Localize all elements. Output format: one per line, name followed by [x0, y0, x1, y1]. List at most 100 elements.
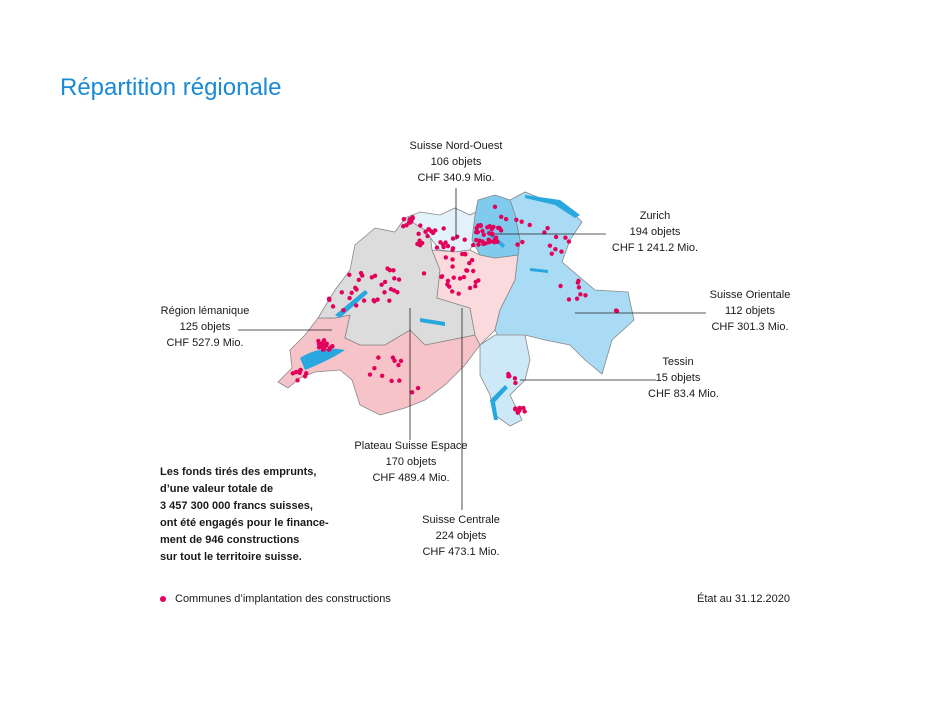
- construction-dot: [467, 260, 472, 266]
- construction-dot: [397, 378, 402, 383]
- construction-dot: [522, 409, 527, 414]
- construction-dot: [495, 239, 500, 244]
- construction-dot: [516, 409, 521, 415]
- construction-dot: [354, 303, 359, 308]
- construction-dot: [404, 222, 409, 228]
- intro-line: d’une valeur totale de: [160, 483, 274, 495]
- construction-dot: [376, 355, 381, 360]
- construction-dot: [398, 358, 404, 364]
- region-name: Tessin: [662, 356, 694, 368]
- construction-dot: [451, 275, 456, 280]
- construction-dot: [450, 236, 456, 241]
- construction-dot: [443, 255, 449, 260]
- construction-dot: [324, 341, 329, 346]
- construction-dot: [430, 230, 436, 236]
- construction-dot: [495, 225, 501, 231]
- construction-dot: [426, 227, 432, 232]
- leader-lines: [238, 188, 706, 510]
- construction-dot: [575, 280, 581, 285]
- construction-dot: [382, 290, 387, 295]
- construction-dot: [467, 285, 473, 291]
- construction-dot: [316, 338, 321, 344]
- region-tessin[interactable]: [479, 334, 531, 427]
- construction-dot: [492, 204, 498, 210]
- construction-dot: [372, 365, 377, 371]
- construction-dot: [519, 219, 524, 224]
- construction-dot: [507, 373, 512, 379]
- construction-dot: [382, 279, 388, 285]
- construction-dot: [445, 243, 451, 249]
- construction-dot: [330, 304, 336, 309]
- construction-dot: [347, 272, 352, 278]
- construction-dot: [339, 290, 344, 295]
- construction-dot: [347, 295, 352, 301]
- construction-dot: [558, 283, 563, 289]
- construction-dot: [361, 298, 367, 303]
- intro-line: 3 457 300 000 francs suisses,: [160, 500, 313, 512]
- construction-dot: [441, 244, 446, 250]
- region-count: 112 objets: [725, 305, 775, 317]
- label-nord-ouest: Suisse Nord-Ouest 106 objets CHF 340.9 M…: [399, 138, 513, 186]
- construction-dot: [521, 405, 526, 411]
- intro-line: Les fonds tirés des emprunts,: [160, 466, 317, 478]
- construction-dot: [419, 240, 425, 246]
- construction-dot: [515, 242, 520, 247]
- legend: Communes d’implantation des construction…: [160, 593, 391, 605]
- construction-dot: [483, 241, 488, 246]
- construction-dot: [367, 372, 373, 377]
- label-zurich: Zurich 194 objets CHF 1 241.2 Mio.: [605, 208, 705, 256]
- construction-dot: [542, 230, 547, 235]
- construction-dot: [392, 276, 397, 281]
- construction-dot: [520, 239, 525, 245]
- construction-dot: [391, 268, 396, 273]
- construction-dot: [503, 216, 509, 222]
- region-name: Suisse Orientale: [709, 289, 791, 301]
- intro-line: ont été engagés pour le finance-: [160, 517, 329, 529]
- construction-dot: [486, 237, 491, 242]
- dot-icon: [160, 596, 166, 602]
- construction-dot: [415, 385, 421, 391]
- construction-dot: [549, 251, 555, 256]
- intro-line: ment de 946 constructions: [160, 534, 300, 546]
- construction-dot: [513, 380, 518, 386]
- construction-dot: [447, 284, 452, 289]
- construction-dot: [321, 338, 327, 343]
- construction-dot: [462, 237, 467, 242]
- construction-dot: [421, 271, 427, 276]
- construction-dot: [353, 285, 358, 291]
- construction-dot: [553, 247, 558, 252]
- construction-dot: [485, 225, 490, 230]
- construction-dot: [395, 290, 400, 295]
- construction-dot: [478, 223, 483, 228]
- construction-dots: [290, 204, 620, 415]
- region-amount: CHF 489.4 Mio.: [372, 472, 450, 484]
- region-name: Zurich: [639, 210, 671, 222]
- construction-dot: [513, 407, 518, 412]
- construction-dot: [450, 246, 456, 251]
- construction-dot: [566, 239, 572, 244]
- construction-dot: [481, 232, 487, 237]
- construction-dot: [461, 274, 467, 280]
- construction-dot: [416, 231, 421, 237]
- construction-dot: [512, 376, 518, 381]
- construction-dot: [409, 390, 415, 395]
- construction-dot: [474, 237, 479, 243]
- construction-dot: [379, 373, 385, 378]
- construction-dot: [396, 362, 401, 368]
- construction-dot: [295, 378, 300, 383]
- construction-dot: [487, 231, 492, 236]
- construction-dot: [464, 268, 470, 273]
- construction-dot: [457, 276, 463, 281]
- label-tessin: Tessin 15 objets CHF 83.4 Mio.: [648, 354, 719, 402]
- region-count: 194 objets: [629, 226, 681, 238]
- region-count: 170 objets: [385, 456, 437, 468]
- construction-dot: [356, 277, 362, 283]
- construction-dot: [471, 242, 476, 248]
- construction-dot: [396, 277, 402, 282]
- region-count: 15 objets: [655, 372, 701, 384]
- construction-dot: [563, 235, 568, 240]
- region-orientale[interactable]: [494, 191, 635, 375]
- construction-dot: [290, 371, 296, 376]
- construction-dot: [349, 290, 354, 296]
- region-count: 224 objets: [435, 530, 487, 542]
